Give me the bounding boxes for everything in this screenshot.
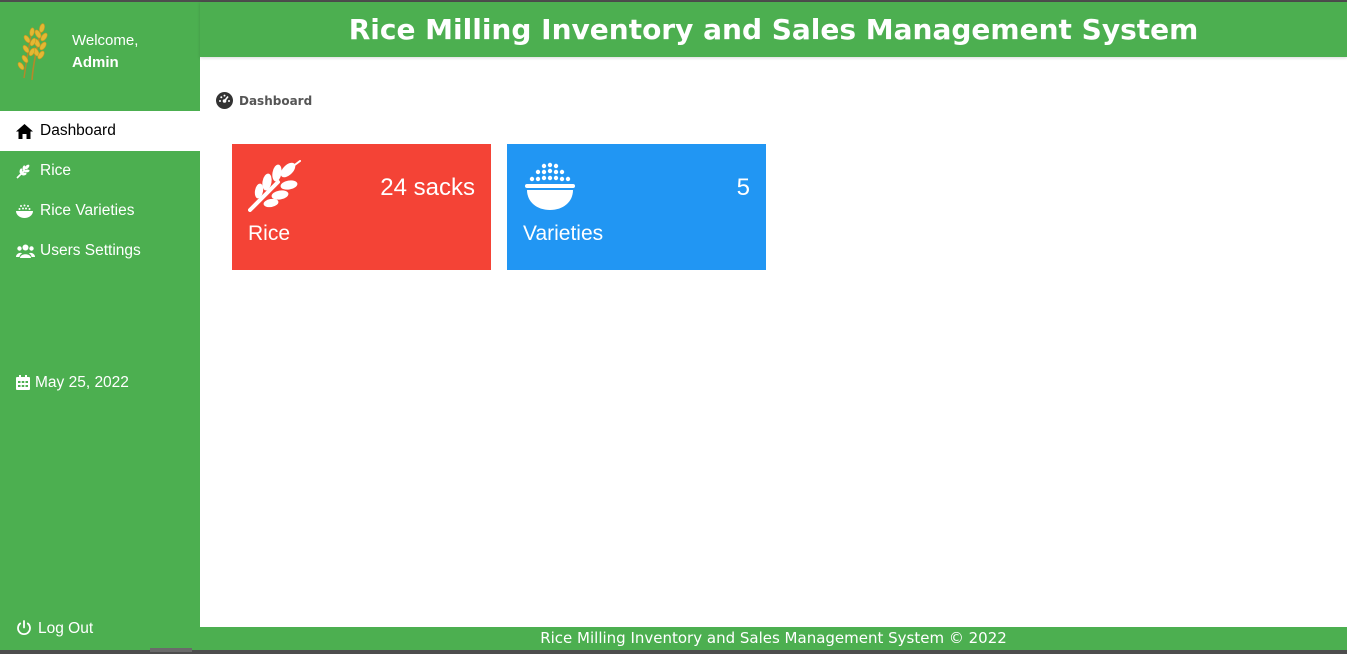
wheat-icon bbox=[16, 162, 36, 180]
rice-count: 24 sacks bbox=[380, 174, 475, 201]
breadcrumb-label: Dashboard bbox=[239, 94, 313, 108]
varieties-card[interactable]: 5 Varieties bbox=[507, 144, 766, 270]
breadcrumb: Dashboard bbox=[216, 92, 312, 110]
bowl-icon bbox=[16, 202, 36, 220]
logout-button[interactable]: Log Out bbox=[16, 620, 93, 638]
sidebar-item-label: Rice bbox=[40, 162, 72, 179]
welcome-label: Welcome, bbox=[72, 32, 139, 49]
varieties-card-label: Varieties bbox=[523, 222, 604, 245]
scrollbar-thumb[interactable] bbox=[150, 648, 192, 652]
date-label: May 25, 2022 bbox=[35, 374, 129, 391]
sidebar-item-label: Rice Varieties bbox=[40, 202, 135, 219]
sidebar-nav: Dashboard Rice Rice Varieties Users Sett… bbox=[0, 111, 200, 271]
sidebar-brand: Welcome, Admin bbox=[0, 2, 200, 111]
rice-card-label: Rice bbox=[248, 222, 291, 245]
page-title: Rice Milling Inventory and Sales Managem… bbox=[348, 13, 1199, 46]
rice-logo bbox=[17, 23, 48, 81]
current-date: May 25, 2022 bbox=[16, 374, 129, 392]
welcome-text: Welcome, Admin bbox=[72, 30, 138, 74]
users-icon bbox=[16, 242, 36, 260]
home-icon bbox=[16, 122, 36, 140]
sidebar-item-rice-varieties[interactable]: Rice Varieties bbox=[0, 191, 200, 231]
username: Admin bbox=[72, 54, 119, 71]
gauge-icon bbox=[216, 92, 234, 110]
app-header: Rice Milling Inventory and Sales Managem… bbox=[200, 2, 1347, 57]
sidebar-item-label: Users Settings bbox=[40, 242, 141, 259]
footer-text: Rice Milling Inventory and Sales Managem… bbox=[540, 629, 1007, 647]
sidebar-item-rice[interactable]: Rice bbox=[0, 151, 200, 191]
sidebar-item-users-settings[interactable]: Users Settings bbox=[0, 231, 200, 271]
sidebar: Welcome, Admin Dashboard Rice bbox=[0, 2, 200, 650]
power-icon bbox=[16, 620, 34, 638]
varieties-count: 5 bbox=[736, 174, 750, 201]
sidebar-item-dashboard[interactable]: Dashboard bbox=[0, 111, 200, 151]
rice-card[interactable]: 24 sacks Rice bbox=[232, 144, 491, 270]
wheat-icon bbox=[248, 160, 301, 212]
app-footer: Rice Milling Inventory and Sales Managem… bbox=[200, 627, 1347, 650]
sidebar-item-label: Dashboard bbox=[40, 122, 116, 139]
logout-label: Log Out bbox=[38, 620, 94, 637]
calendar-icon bbox=[16, 375, 32, 391]
bowl-rice-icon bbox=[525, 162, 575, 210]
